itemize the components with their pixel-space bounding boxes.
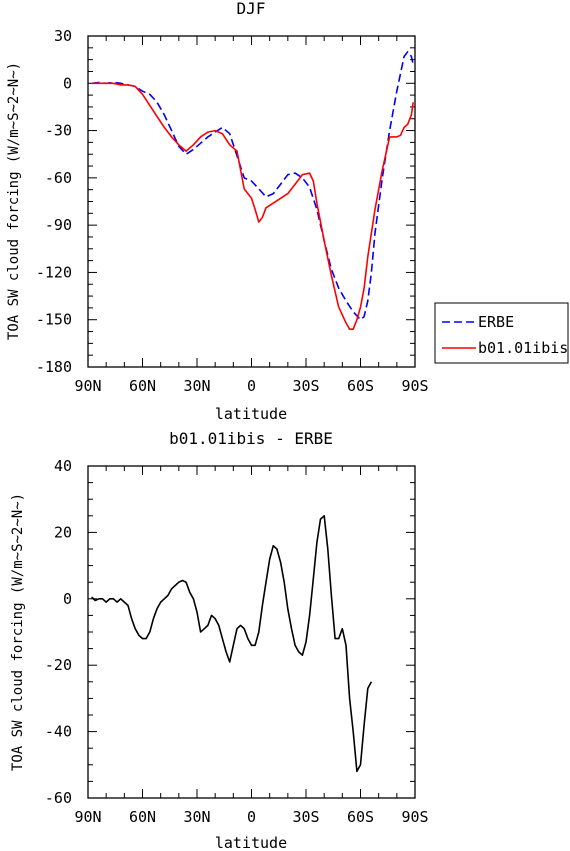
bottom-y-tick-label: -20 <box>45 656 72 674</box>
top-chart-panel: DJF 300-30-60-90-120-150-180 90N 60N 30N 0 3… <box>6 0 569 423</box>
top-y-tick-label: -180 <box>36 358 72 376</box>
top-x-tick-label: 30S <box>292 377 319 395</box>
bottom-x-tick-label: 0 <box>247 808 256 826</box>
top-chart-title: DJF <box>237 0 266 18</box>
top-x-tick-label: 60S <box>347 377 374 395</box>
bottom-y-tick-label: 0 <box>63 590 72 608</box>
legend-label-b01-01ibis: b01.01ibis <box>478 339 568 357</box>
bottom-y-tick-label: 20 <box>54 523 72 541</box>
top-series-line-1 <box>91 82 414 330</box>
bottom-chart-panel: b01.01ibis - ERBE 40 20 0 -20 -40 -60 90N 60N 3… <box>10 429 429 851</box>
bottom-x-tick-label: 30N <box>183 808 210 826</box>
bottom-series-lines <box>91 515 373 773</box>
top-y-tick-label: -90 <box>45 216 72 234</box>
legend-label-erbe: ERBE <box>478 313 514 331</box>
top-y-tick-label: -120 <box>36 263 72 281</box>
top-y-tick-label: -30 <box>45 122 72 140</box>
bottom-chart-title: b01.01ibis - ERBE <box>169 429 333 448</box>
bottom-x-axis: 90N 60N 30N 0 30S 60S 90S <box>74 466 429 826</box>
top-series-line-0 <box>91 51 414 321</box>
top-x-tick-label: 30N <box>183 377 210 395</box>
top-y-tick-label: 0 <box>63 74 72 92</box>
top-y-tick-label: 30 <box>54 27 72 45</box>
top-y-tick-label: -60 <box>45 169 72 187</box>
bottom-x-tick-label: 60S <box>347 808 374 826</box>
bottom-y-tick-label: 40 <box>54 457 72 475</box>
bottom-y-axis: 40 20 0 -20 -40 -60 <box>45 457 415 807</box>
bottom-x-tick-label: 90S <box>401 808 428 826</box>
bottom-x-axis-label: latitude <box>215 834 287 851</box>
bottom-y-tick-label: -40 <box>45 723 72 741</box>
bottom-series-line-0 <box>91 515 373 773</box>
bottom-x-tick-label: 90N <box>74 808 101 826</box>
top-x-axis: 90N 60N 30N 0 30S 60S 90S <box>74 36 429 395</box>
top-series-lines <box>91 51 414 330</box>
bottom-y-tick-label: -60 <box>45 789 72 807</box>
top-x-tick-label: 90N <box>74 377 101 395</box>
top-x-tick-label: 0 <box>247 377 256 395</box>
top-y-tick-label: -150 <box>36 311 72 329</box>
legend-box <box>434 302 569 364</box>
top-y-axis-label: TOA SW cloud forcing (W/m~S~2~N~) <box>6 62 22 340</box>
top-x-tick-label: 90S <box>401 377 428 395</box>
top-x-axis-label: latitude <box>215 405 287 423</box>
top-y-axis: 30 0 -30 -60 -90 -120 -150 -180 <box>36 27 415 376</box>
legend: ERBE b01.01ibis <box>434 302 569 364</box>
top-x-tick-label: 60N <box>129 377 156 395</box>
bottom-y-axis-label: TOA SW cloud forcing (W/m~S~2~N~) <box>10 493 26 771</box>
bottom-x-tick-label: 60N <box>129 808 156 826</box>
bottom-x-tick-label: 30S <box>292 808 319 826</box>
top-plot-frame <box>87 35 416 368</box>
